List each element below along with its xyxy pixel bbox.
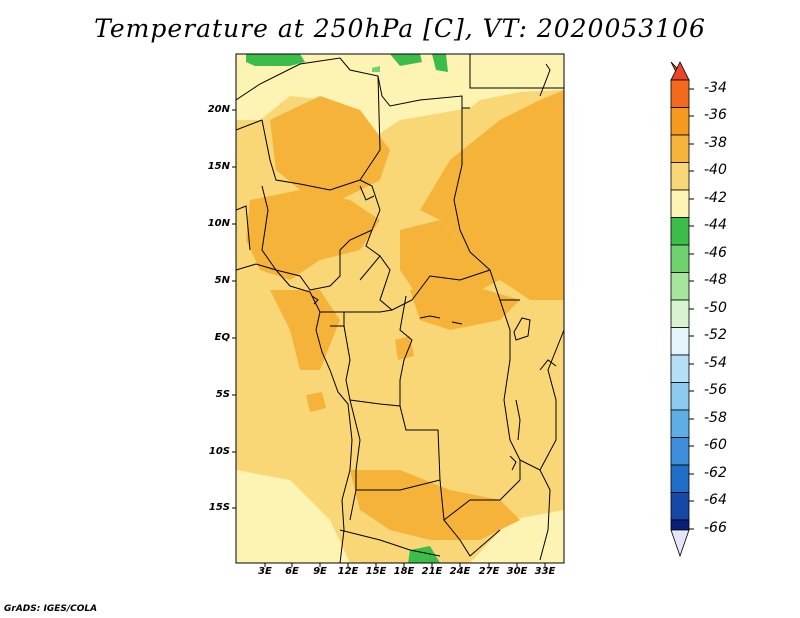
lon-label-6e: 6E <box>285 566 299 577</box>
field-green-ne <box>432 54 448 72</box>
lon-label-27e: 27E <box>478 566 500 577</box>
colorbar-box-52-50 <box>670 299 690 328</box>
lat-label-15s: 15S <box>208 502 230 513</box>
credit-text: GrADS: IGES/COLA <box>4 604 98 614</box>
field-light-southwest <box>236 470 350 563</box>
colorbar-box-66-64 <box>670 492 690 521</box>
map-title: Temperature at 250hPa [C], VT: 202005310… <box>94 14 706 43</box>
colorbar-box-56-54 <box>670 354 690 383</box>
map-frame <box>235 53 565 564</box>
colorbar-label: -46 <box>704 245 727 261</box>
colorbar-box-60-58 <box>670 409 690 438</box>
field-orange-small1 <box>306 392 326 412</box>
temperature-field <box>236 54 564 563</box>
lon-label-21e: 21E <box>421 566 443 577</box>
field-green-nw <box>246 54 305 66</box>
colorbar-label: -40 <box>704 162 727 178</box>
colorbar-label: -60 <box>704 437 727 453</box>
colorbar-label: -56 <box>704 382 727 398</box>
lon-ticks <box>264 563 546 567</box>
lat-label-20n: 20N <box>207 104 230 115</box>
colorbar-label: -66 <box>704 520 727 536</box>
lon-label-30e: 30E <box>506 566 528 577</box>
colorbar-box-54-52 <box>670 327 690 356</box>
lat-label-10n: 10N <box>207 218 230 229</box>
coastline <box>236 263 353 563</box>
lat-label-eq: EQ <box>214 332 230 343</box>
field-orange-west <box>270 290 340 370</box>
colorbar-label: -48 <box>704 272 727 288</box>
lon-label-33e: 33E <box>534 566 556 577</box>
field-orange-south <box>350 470 520 540</box>
colorbar-box-40-38 <box>670 134 690 163</box>
field-light-southeast <box>470 510 564 563</box>
lat-label-10s: 10S <box>208 446 230 457</box>
lon-label-18e: 18E <box>393 566 415 577</box>
colorbar-label: -62 <box>704 465 727 481</box>
colorbar-label: -42 <box>704 190 727 206</box>
colorbar-box-44-42 <box>670 189 690 218</box>
colorbar-box-58-56 <box>670 382 690 411</box>
colorbar-box-50-48 <box>670 272 690 301</box>
lon-label-12e: 12E <box>337 566 359 577</box>
lat-label-5s: 5S <box>215 389 230 400</box>
lon-label-24e: 24E <box>449 566 471 577</box>
colorbar-label: -36 <box>704 107 727 123</box>
colorbar-box-36-34 <box>670 79 690 108</box>
lon-label-3e: 3E <box>258 566 272 577</box>
lat-label-15n: 15N <box>207 161 230 172</box>
field-orange-congo <box>410 285 520 330</box>
colorbar-box-42-40 <box>670 162 690 191</box>
field-green-n <box>390 54 422 66</box>
colorbar-label: -58 <box>704 410 727 426</box>
field-light-north <box>236 54 470 140</box>
lon-label-15e: 15E <box>365 566 387 577</box>
colorbar-box-38-36 <box>670 107 690 136</box>
colorbar-arrow-bottom <box>670 529 690 558</box>
colorbar-label: -34 <box>704 80 727 96</box>
colorbar-label: -54 <box>704 355 727 371</box>
colorbar-box-below-66 <box>670 519 690 531</box>
field-light-northeast <box>470 54 564 108</box>
field-orange-central <box>400 220 500 300</box>
field-green-dot <box>372 66 380 72</box>
colorbar-label: -52 <box>704 327 727 343</box>
field-orange-small2 <box>395 336 414 360</box>
field-orange-north <box>270 96 390 200</box>
country-borders <box>236 54 564 561</box>
colorbar-box-64-62 <box>670 464 690 493</box>
field-orange-east <box>420 90 564 300</box>
colorbar <box>670 61 694 558</box>
colorbar-label: -64 <box>704 492 727 508</box>
colorbar-label: -50 <box>704 300 727 316</box>
lon-label-9e: 9E <box>313 566 327 577</box>
field-green-s <box>408 546 440 563</box>
lakes <box>311 295 557 471</box>
lat-ticks <box>232 109 236 509</box>
field-orange-sahel <box>246 190 380 280</box>
colorbar-box-46-44 <box>670 217 690 246</box>
colorbar-box-48-46 <box>670 244 690 273</box>
lat-label-5n: 5N <box>214 275 230 286</box>
colorbar-label: -44 <box>704 217 727 233</box>
colorbar-label: -38 <box>704 135 727 151</box>
colorbar-box-62-60 <box>670 437 690 466</box>
